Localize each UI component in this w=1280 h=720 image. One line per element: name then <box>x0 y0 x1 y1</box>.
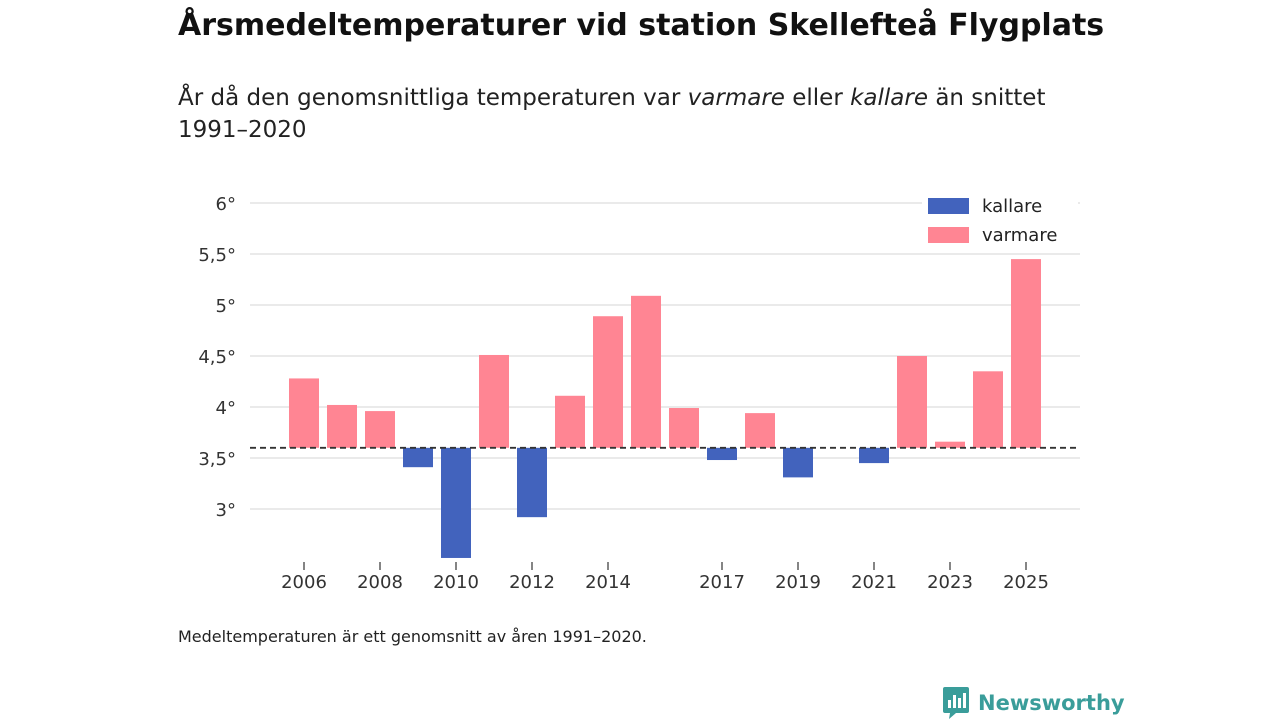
footnote: Medeltemperaturen är ett genomsnitt av å… <box>178 627 647 646</box>
subtitle-cold-word: kallare <box>850 85 929 111</box>
x-tick-label: 2019 <box>775 572 821 593</box>
bar-2018 <box>745 413 775 448</box>
x-tick-label: 2017 <box>699 572 745 593</box>
legend-swatch-varmare <box>928 227 969 243</box>
x-tick-label: 2008 <box>357 572 403 593</box>
y-tick-label: 4,5° <box>198 347 236 368</box>
y-tick-label: 3,5° <box>198 449 236 470</box>
bar-2023 <box>935 441 965 448</box>
bar-2008 <box>365 411 395 448</box>
x-tick-label: 2021 <box>851 572 897 593</box>
chart-title: Årsmedeltemperaturer vid station Skellef… <box>178 8 1105 43</box>
y-tick-label: 3° <box>216 500 236 521</box>
x-tick-label: 2006 <box>281 572 327 593</box>
x-tick-label: 2010 <box>433 572 479 593</box>
subtitle-prefix: År då den genomsnittliga temperaturen va… <box>178 85 688 111</box>
x-tick-label: 2023 <box>927 572 973 593</box>
bar-2025 <box>1011 259 1041 448</box>
bar-2009 <box>403 447 433 468</box>
bar-2015 <box>631 295 661 448</box>
x-tick-label: 2014 <box>585 572 631 593</box>
bar-2016 <box>669 408 699 448</box>
bar-2014 <box>593 316 623 448</box>
brand-name: Newsworthy <box>978 691 1125 715</box>
bar-2017 <box>707 447 737 461</box>
subtitle-warm-word: varmare <box>687 85 785 111</box>
chart-subtitle: År då den genomsnittliga temperaturen va… <box>178 82 1078 146</box>
legend-label-kallare: kallare <box>982 196 1042 217</box>
subtitle-suffix: än snittet 1991–2020 <box>178 85 1046 143</box>
y-tick-label: 5,5° <box>198 245 236 266</box>
bar-2024 <box>973 371 1003 448</box>
y-tick-label: 4° <box>216 398 236 419</box>
y-tick-label: 6° <box>216 194 236 215</box>
bar-2010 <box>441 447 471 558</box>
x-tick-label: 2012 <box>509 572 555 593</box>
temperature-bar-chart: 3° 3,5° 4° 4,5° 5° 5,5° 6° 2006 2008 2010 2012 2014… <box>198 192 1080 593</box>
legend-label-varmare: varmare <box>982 225 1057 246</box>
bar-2007 <box>327 404 357 448</box>
bar-2012 <box>517 447 547 518</box>
newsworthy-logo-icon <box>943 687 969 719</box>
bar-2019 <box>783 447 813 478</box>
bar-2022 <box>897 356 927 448</box>
subtitle-mid: eller <box>784 85 851 111</box>
x-tick-label: 2025 <box>1003 572 1049 593</box>
y-tick-label: 5° <box>216 296 236 317</box>
legend-swatch-kallare <box>928 198 969 214</box>
bar-2013 <box>555 395 585 448</box>
bar-2011 <box>479 354 509 448</box>
bar-2021 <box>859 447 889 464</box>
brand-logo[interactable]: Newsworthy <box>942 686 1125 720</box>
bar-2006 <box>289 378 319 448</box>
